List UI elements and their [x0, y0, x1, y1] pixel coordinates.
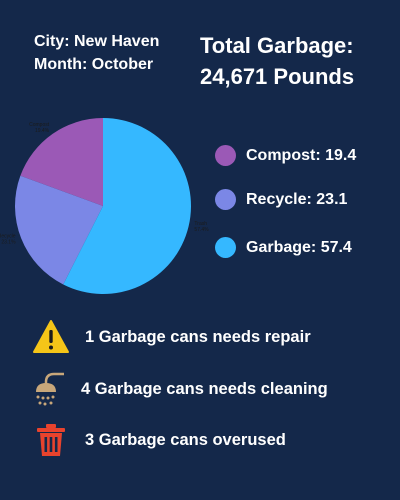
- legend-item-garbage: Garbage: 57.4: [215, 237, 352, 258]
- pie-slice-recycle: [15, 175, 104, 285]
- legend-label-compost: Compost: 19.4: [246, 146, 357, 164]
- pie-label-compost: Compost: [29, 122, 50, 128]
- pie-slice-compost: [20, 118, 103, 206]
- pie-slice-trash: [63, 118, 191, 294]
- legend-dot-garbage: [215, 237, 236, 258]
- warning-icon: [32, 318, 70, 356]
- legend-item-compost: Compost: 19.4: [215, 145, 356, 166]
- pie-label-recycle: Recycle: [0, 233, 16, 239]
- city-info: City: New Haven Month: October: [34, 30, 159, 76]
- legend-dot-compost: [215, 145, 236, 166]
- alert-overused: 3 Garbage cans overused: [32, 421, 286, 459]
- alert-repair: 1 Garbage cans needs repair: [32, 318, 311, 356]
- pie-value-compost: 19.4%: [35, 128, 50, 134]
- city-name: City: New Haven: [34, 33, 160, 50]
- legend-dot-recycle: [215, 189, 236, 210]
- alert-repair-text: 1 Garbage cans needs repair: [85, 327, 311, 346]
- month-name: Month: October: [34, 56, 154, 73]
- total-garbage-value: 24,671 Pounds: [200, 64, 355, 89]
- pie-value-trash: 57.4%: [194, 227, 209, 233]
- legend-label-recycle: Recycle: 23.1: [246, 190, 348, 208]
- alert-overused-text: 3 Garbage cans overused: [85, 430, 286, 449]
- shower-icon: [32, 370, 70, 408]
- total-garbage: Total Garbage: 24,671 Pounds: [200, 30, 354, 92]
- pie-label-trash: Trash: [194, 221, 207, 227]
- total-garbage-label: Total Garbage:: [200, 33, 354, 58]
- alert-cleaning-text: 4 Garbage cans needs cleaning: [81, 379, 328, 398]
- legend-label-garbage: Garbage: 57.4: [246, 238, 352, 256]
- trash-can-icon: [32, 421, 70, 459]
- pie-value-recycle: 23.1%: [1, 239, 16, 245]
- alert-cleaning: 4 Garbage cans needs cleaning: [32, 370, 328, 408]
- legend-item-recycle: Recycle: 23.1: [215, 189, 347, 210]
